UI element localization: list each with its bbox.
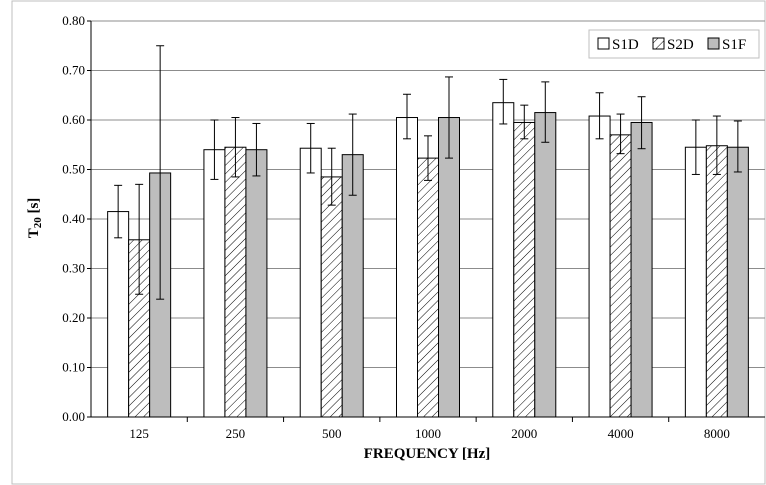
y-axis-title-main: T [26,228,42,238]
y-tick-label: 0.80 [62,13,85,28]
y-tick-label: 0.70 [62,63,85,78]
x-tick-label: 250 [226,426,246,441]
y-axis-title: T20 [s] [26,198,44,239]
bar-s1f [630,121,653,418]
bar-s1d [299,147,322,418]
x-tick-label: 1000 [415,426,441,441]
legend: S1D S2D S1F [588,29,760,59]
bar-s1d [107,211,130,418]
y-axis-title-unit: [s] [26,198,42,218]
bar-s1d [684,146,707,418]
y-tick-label: 0.40 [62,211,85,226]
y-tick-label: 0.00 [62,409,85,424]
legend-label-s1d: S1D [612,37,639,53]
y-tick-label: 0.30 [62,261,85,276]
bar-s2d [609,134,632,418]
bar-s2d [705,145,728,418]
y-tick-label: 0.10 [62,360,85,375]
bar-s2d [320,176,343,418]
x-tick-label: 125 [129,426,149,441]
legend-label-s1f: S1F [722,37,746,53]
y-axis-title-subscript: 20 [32,217,44,229]
y-tick-label: 0.60 [62,112,85,127]
bar-s1d [396,117,418,418]
bar-s1d [492,102,515,418]
x-axis-title: FREQUENCY [Hz] [364,446,491,462]
tick-labels: 0.00 0.10 0.20 0.30 0.40 0.50 0.60 0.70 0.80 125 2… [62,13,730,441]
bar-s2d [513,121,536,418]
legend-swatch-s1d [597,37,610,50]
bar-s1d [203,149,226,418]
x-tick-label: 500 [322,426,342,441]
x-tick-label: 4000 [608,426,634,441]
y-tick-label: 0.20 [62,310,85,325]
legend-label-s2d: S2D [667,37,694,53]
bar-s1d [588,115,611,418]
legend-swatch-s1f [707,37,720,50]
bar-s1f [534,112,557,418]
y-tick-label: 0.50 [62,162,85,177]
bar-s2d [417,157,439,418]
x-tick-label: 2000 [511,426,537,441]
bar-s1f [726,146,749,418]
legend-box [588,29,760,59]
bar-s1f [438,117,460,418]
x-tick-label: 8000 [704,426,730,441]
legend-swatch-s2d [652,37,665,50]
bar-s1f [245,149,268,418]
bar-s2d [224,146,247,418]
